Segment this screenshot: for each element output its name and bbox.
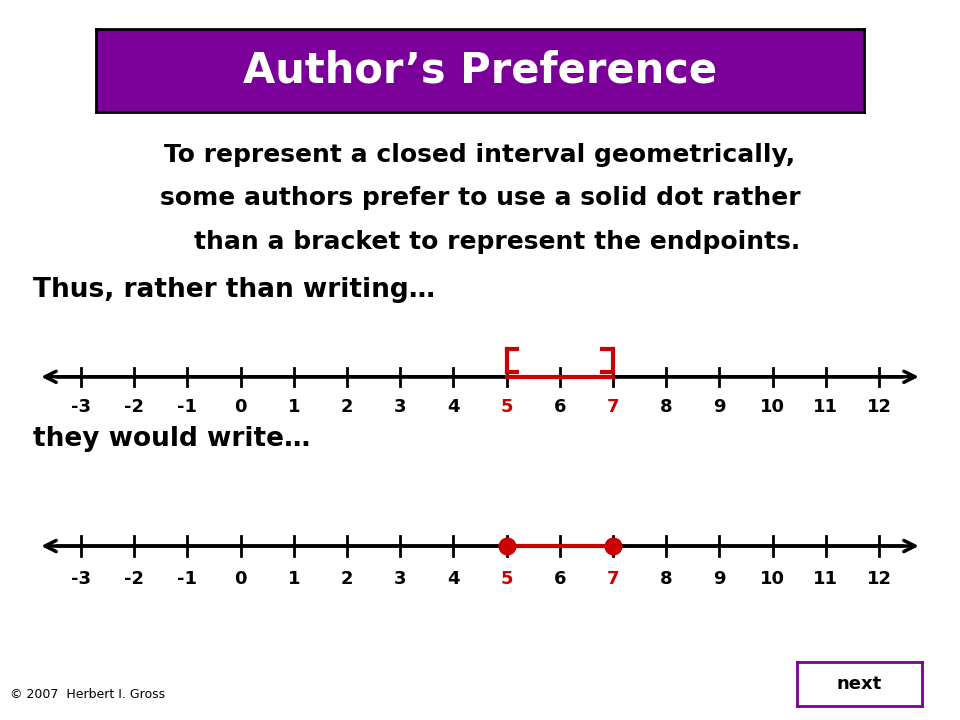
Text: 3: 3 — [394, 397, 406, 416]
Text: 11: 11 — [813, 397, 838, 416]
Text: 5: 5 — [500, 397, 513, 416]
Text: -1: -1 — [178, 397, 198, 416]
Text: 3: 3 — [394, 570, 406, 588]
Text: 0: 0 — [234, 570, 247, 588]
Text: 1: 1 — [288, 570, 300, 588]
Text: Author’s Preference: Author’s Preference — [243, 49, 717, 91]
Text: -1: -1 — [178, 570, 198, 588]
Text: 12: 12 — [867, 570, 892, 588]
Text: 0: 0 — [234, 397, 247, 416]
Text: 1: 1 — [288, 397, 300, 416]
Text: 6: 6 — [554, 397, 566, 416]
Text: some authors prefer to use a solid dot rather: some authors prefer to use a solid dot r… — [159, 186, 801, 210]
Text: -3: -3 — [71, 570, 91, 588]
Text: © 2007  Herbert I. Gross: © 2007 Herbert I. Gross — [10, 688, 165, 701]
Text: 2: 2 — [341, 570, 353, 588]
Text: 5: 5 — [500, 570, 513, 588]
Text: -3: -3 — [71, 397, 91, 416]
Text: 10: 10 — [760, 397, 785, 416]
Text: 4: 4 — [447, 570, 460, 588]
Text: 4: 4 — [447, 397, 460, 416]
Text: 8: 8 — [660, 570, 673, 588]
Text: 7: 7 — [607, 397, 619, 416]
Text: 10: 10 — [760, 570, 785, 588]
Text: next: next — [836, 675, 882, 693]
Text: 12: 12 — [867, 397, 892, 416]
Text: 6: 6 — [554, 570, 566, 588]
Text: 9: 9 — [713, 570, 726, 588]
Text: than a bracket to represent the endpoints.: than a bracket to represent the endpoint… — [159, 230, 801, 254]
Text: -2: -2 — [124, 570, 144, 588]
Text: 2: 2 — [341, 397, 353, 416]
Text: -2: -2 — [124, 397, 144, 416]
Text: 8: 8 — [660, 397, 673, 416]
Text: To represent a closed interval geometrically,: To represent a closed interval geometric… — [164, 143, 796, 167]
Text: 9: 9 — [713, 397, 726, 416]
Text: 7: 7 — [607, 570, 619, 588]
Text: Thus, rather than writing…: Thus, rather than writing… — [33, 276, 435, 303]
Text: they would write…: they would write… — [33, 426, 310, 452]
Text: 11: 11 — [813, 570, 838, 588]
